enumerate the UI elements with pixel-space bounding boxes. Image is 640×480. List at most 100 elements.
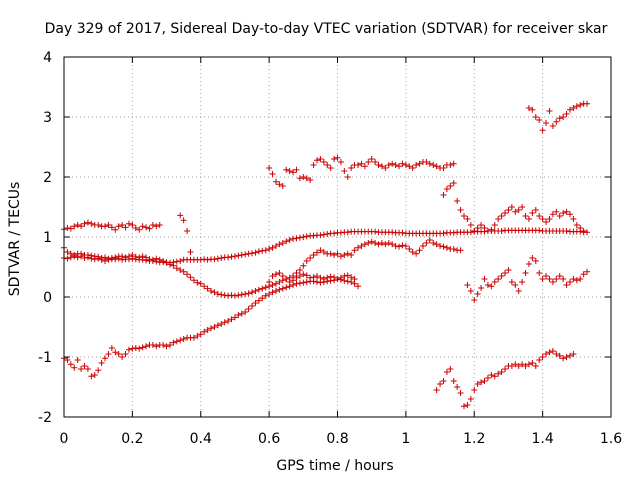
data-point (519, 279, 526, 285)
data-point (375, 241, 382, 248)
data-point (399, 242, 406, 249)
data-point (290, 169, 297, 176)
x-tick-label: 1 (401, 431, 410, 447)
data-point (566, 211, 573, 218)
data-point (348, 165, 355, 171)
data-point (313, 249, 320, 256)
data-point (313, 157, 320, 164)
data-point (102, 258, 109, 264)
data-point (334, 250, 341, 257)
data-point (525, 216, 532, 222)
y-tick-label: 0 (43, 290, 52, 306)
data-point (474, 291, 481, 297)
data-point (95, 367, 102, 374)
data-point (327, 273, 334, 280)
data-point (160, 258, 167, 264)
data-point (532, 258, 539, 264)
data-point (279, 240, 286, 246)
data-point (238, 291, 245, 298)
data-point (78, 253, 85, 260)
axis-ticks (63, 56, 612, 418)
data-point (539, 216, 546, 222)
data-point (327, 250, 334, 257)
data-point (91, 372, 98, 378)
data-point (430, 162, 437, 168)
data-point (276, 241, 283, 248)
data-point (272, 280, 279, 287)
data-point (214, 255, 221, 262)
data-point (556, 213, 563, 219)
data-point (522, 363, 529, 369)
data-point (488, 226, 495, 233)
data-point (372, 228, 379, 235)
data-point (464, 216, 471, 222)
data-point (153, 255, 160, 262)
data-point (231, 253, 238, 260)
data-point (573, 103, 580, 110)
data-point (536, 117, 543, 123)
data-point (279, 285, 286, 292)
data-point (560, 355, 567, 362)
data-point (355, 244, 362, 251)
data-point (245, 290, 252, 297)
x-axis-label: GPS time / hours (276, 458, 393, 474)
data-point (108, 256, 115, 263)
data-point (269, 273, 276, 279)
x-tick-label: 0.4 (190, 431, 212, 447)
data-point (286, 279, 293, 285)
data-point (508, 279, 515, 285)
data-point (433, 163, 440, 170)
data-point (173, 338, 180, 345)
series-trace-g (266, 154, 457, 189)
data-point (443, 369, 450, 375)
data-point (450, 246, 457, 252)
data-point (430, 240, 437, 246)
data-point (255, 297, 262, 304)
data-point (303, 233, 310, 240)
data-point (283, 284, 290, 291)
x-tick-labels: 0 0.2 0.4 0.6 0.8 1 1.2 1.4 1.6 (60, 431, 623, 447)
data-point (447, 183, 454, 189)
data-point (519, 204, 526, 210)
y-axis-label: SDTVAR / TECUs (7, 182, 23, 297)
data-point (249, 250, 256, 257)
data-point (177, 258, 184, 264)
data-point (71, 253, 78, 260)
data-point (372, 240, 379, 246)
data-point (166, 261, 173, 268)
data-point (556, 352, 563, 359)
data-point (570, 276, 577, 282)
data-point (139, 253, 146, 260)
data-point (495, 276, 502, 282)
data-point (160, 342, 167, 348)
y-tick-label: 1 (43, 230, 52, 246)
data-point (515, 207, 522, 213)
data-point (344, 250, 351, 257)
data-point (279, 183, 286, 189)
data-point (437, 381, 444, 387)
data-point (419, 243, 426, 249)
data-point (539, 276, 546, 282)
data-point (290, 277, 297, 284)
data-point (358, 243, 365, 249)
data-point (464, 282, 471, 288)
data-point (208, 288, 215, 294)
series-trace-i (464, 255, 591, 303)
data-point (211, 289, 218, 296)
data-point (276, 279, 283, 285)
data-point (464, 402, 471, 408)
series-trace-k (525, 100, 591, 134)
data-point (272, 271, 279, 278)
data-point (225, 292, 232, 299)
data-point (143, 224, 150, 231)
data-point (303, 175, 310, 182)
data-point (238, 252, 245, 258)
data-point (228, 316, 235, 323)
data-point (310, 232, 317, 239)
data-point (324, 274, 331, 281)
data-point (67, 225, 74, 232)
data-point (474, 225, 481, 231)
data-point (214, 322, 221, 329)
data-point (491, 222, 498, 228)
data-point (566, 279, 573, 285)
